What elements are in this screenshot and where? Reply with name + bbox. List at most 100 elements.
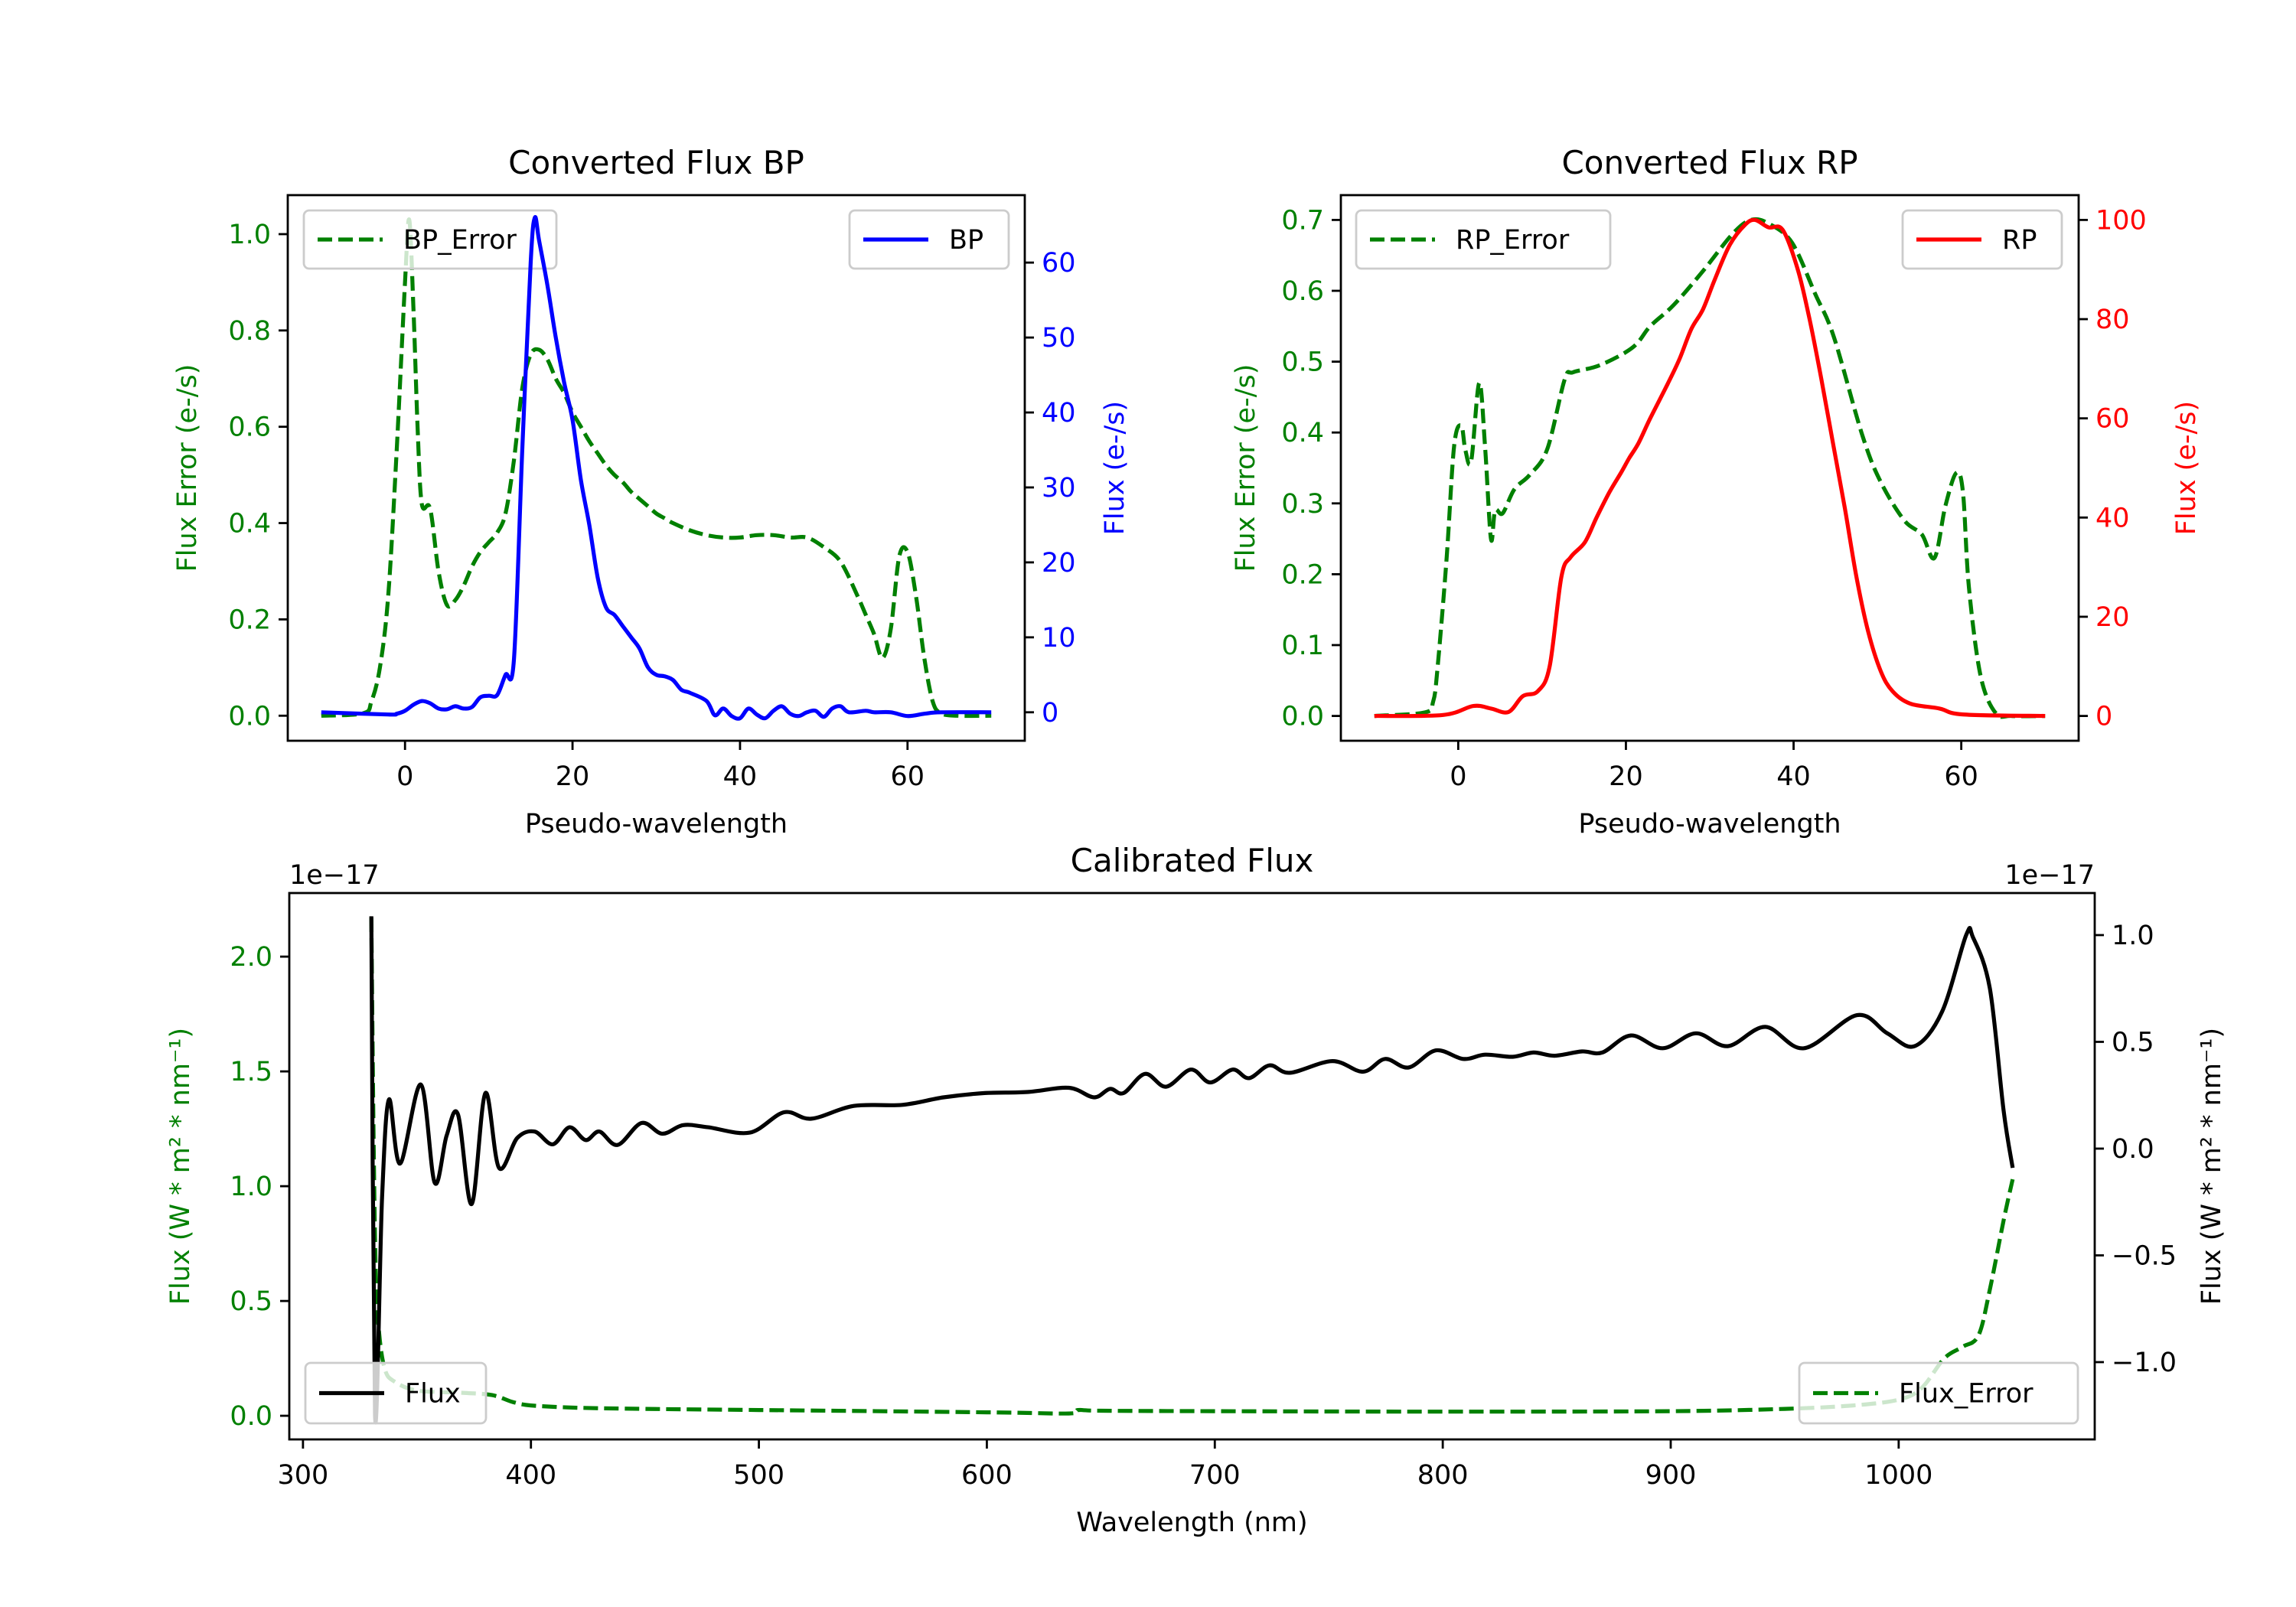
y-left-tick-label: 0.0: [230, 1401, 272, 1432]
y-left-tick-label: 0.4: [228, 509, 271, 539]
y-left-tick-label: 1.0: [228, 220, 271, 250]
calibrated-chart: Flux_Error Flux 300 400 500 600 700 800 900 1000 0…: [165, 842, 2227, 1538]
x-tick-label: 600: [961, 1460, 1013, 1491]
y-right-tick-label: 50: [1042, 323, 1076, 354]
bp-chart: BP_Error BP 0 20 40 60 0.0 0.2 0.4 0.6 0.8 1.0 0 10 20…: [172, 144, 1130, 839]
y-left-tick-label: 0.2: [1281, 559, 1324, 590]
y-right-tick-label: 30: [1042, 473, 1076, 504]
y-left-tick-label: 0.5: [230, 1286, 272, 1317]
calibrated-y-left-axis-label: Flux (W * m² * nm⁻¹): [165, 1028, 196, 1305]
y-right-tick-label: −1.0: [2112, 1348, 2177, 1378]
legend-label: Flux: [405, 1379, 461, 1410]
x-tick-label: 700: [1189, 1460, 1241, 1491]
x-tick-label: 20: [556, 761, 590, 792]
y-left-tick-label: 0.6: [1281, 276, 1324, 307]
y-right-tick-label: 80: [2095, 305, 2130, 335]
y-left-tick-label: 0.3: [1281, 489, 1324, 520]
calibrated-legend-flux: Flux: [304, 1361, 488, 1425]
y-left-tick-label: 0.0: [1281, 702, 1324, 732]
rp-chart: RP_Error RP 0 20 40 60 0.0 0.1 0.2 0.3 0.4 0.5 0.6 0.…: [1231, 144, 2202, 839]
rp-title: Converted Flux RP: [1561, 144, 1857, 181]
y-right-tick-label: 1.0: [2112, 921, 2154, 951]
calibrated-plot-area: [289, 893, 2095, 1439]
legend-label: BP: [949, 225, 983, 256]
y-right-tick-label: 0.5: [2112, 1027, 2154, 1058]
calibrated-y-right-axis-label: Flux (W * m² * nm⁻¹): [2197, 1028, 2227, 1305]
calibrated-legend-flux-error: Flux_Error: [1798, 1361, 2079, 1425]
y-left-tick-label: 0.7: [1281, 205, 1324, 236]
y-right-tick-label: 100: [2095, 205, 2147, 236]
y-right-tick-label: 20: [1042, 548, 1076, 579]
y-left-tick-label: 1.0: [230, 1172, 272, 1202]
rp-y-right-axis-label: Flux (e-/s): [2171, 401, 2202, 535]
bp-axes-frame: [286, 194, 1026, 742]
rp-axes-frame: [1339, 194, 2080, 742]
bp-legend-bp: BP: [848, 209, 1010, 270]
legend-frame: [1901, 209, 2063, 270]
legend-frame: [304, 1361, 488, 1425]
calibrated-title: Calibrated Flux: [1071, 842, 1314, 879]
y-left-tick-label: 2.0: [230, 942, 272, 973]
y-right-tick-label: 20: [2095, 602, 2130, 633]
x-tick-label: 800: [1417, 1460, 1469, 1491]
rp-plot-area: [1341, 195, 2079, 741]
x-tick-label: 60: [1944, 761, 1978, 792]
calibrated-axes-frame: [288, 892, 2096, 1441]
rp-series-rp-error-line: [1374, 217, 2046, 719]
bp-legend-bp-error: BP_Error: [302, 209, 558, 270]
calibrated-y-left-offset-text: 1e−17: [289, 860, 380, 891]
legend-label: RP_Error: [1456, 225, 1570, 256]
legend-frame: [1798, 1361, 2079, 1425]
y-right-tick-label: −0.5: [2112, 1240, 2177, 1271]
x-tick-label: 900: [1645, 1460, 1697, 1491]
rp-legend-rp: RP: [1901, 209, 2063, 270]
bp-y-left-axis-label: Flux Error (e-/s): [172, 364, 203, 572]
y-left-tick-label: 0.0: [228, 701, 271, 732]
y-left-tick-label: 0.6: [228, 412, 271, 443]
bp-plot-area: [288, 195, 1025, 741]
y-right-tick-label: 40: [2095, 503, 2130, 533]
x-tick-label: 20: [1609, 761, 1643, 792]
calibrated-series-flux-line: [369, 916, 2015, 1425]
x-tick-label: 300: [277, 1460, 328, 1491]
y-left-tick-label: 0.5: [1281, 347, 1324, 378]
y-right-tick-label: 60: [1042, 248, 1076, 279]
x-tick-label: 500: [733, 1460, 784, 1491]
x-tick-label: 40: [1776, 761, 1811, 792]
rp-y-left-axis-label: Flux Error (e-/s): [1231, 364, 1261, 572]
legend-frame: [848, 209, 1010, 270]
legend-frame: [302, 209, 558, 270]
calibrated-y-right-offset-text: 1e−17: [2004, 860, 2095, 891]
bp-series-bp-line: [321, 215, 992, 721]
x-tick-label: 0: [1450, 761, 1466, 792]
y-right-tick-label: 0: [1042, 698, 1058, 729]
bp-series-bp-error-line: [321, 217, 992, 719]
legend-label: BP_Error: [403, 225, 517, 256]
y-right-tick-label: 10: [1042, 623, 1076, 654]
y-right-tick-label: 0.0: [2112, 1134, 2154, 1165]
rp-series-rp-line: [1374, 217, 2046, 719]
bp-title: Converted Flux BP: [508, 144, 804, 181]
bp-y-right-axis-label: Flux (e-/s): [1100, 401, 1130, 535]
x-tick-label: 40: [723, 761, 758, 792]
y-right-tick-label: 0: [2095, 702, 2112, 732]
legend-label: Flux_Error: [1899, 1379, 2033, 1410]
x-tick-label: 400: [505, 1460, 556, 1491]
calibrated-x-axis-label: Wavelength (nm): [1076, 1508, 1307, 1538]
rp-legend-rp-error: RP_Error: [1355, 209, 1612, 270]
x-tick-label: 0: [396, 761, 413, 792]
legend-frame: [1355, 209, 1612, 270]
y-left-tick-label: 1.5: [230, 1057, 272, 1087]
legend-label: RP: [2002, 225, 2037, 256]
y-right-tick-label: 40: [1042, 398, 1076, 429]
x-tick-label: 60: [891, 761, 925, 792]
y-left-tick-label: 0.2: [228, 605, 271, 635]
y-right-tick-label: 60: [2095, 404, 2130, 435]
y-left-tick-label: 0.8: [228, 316, 271, 347]
x-tick-label: 1000: [1864, 1460, 1932, 1491]
y-left-tick-label: 0.1: [1281, 631, 1324, 661]
rp-x-axis-label: Pseudo-wavelength: [1578, 809, 1841, 839]
y-left-tick-label: 0.4: [1281, 418, 1324, 448]
bp-x-axis-label: Pseudo-wavelength: [525, 809, 788, 839]
